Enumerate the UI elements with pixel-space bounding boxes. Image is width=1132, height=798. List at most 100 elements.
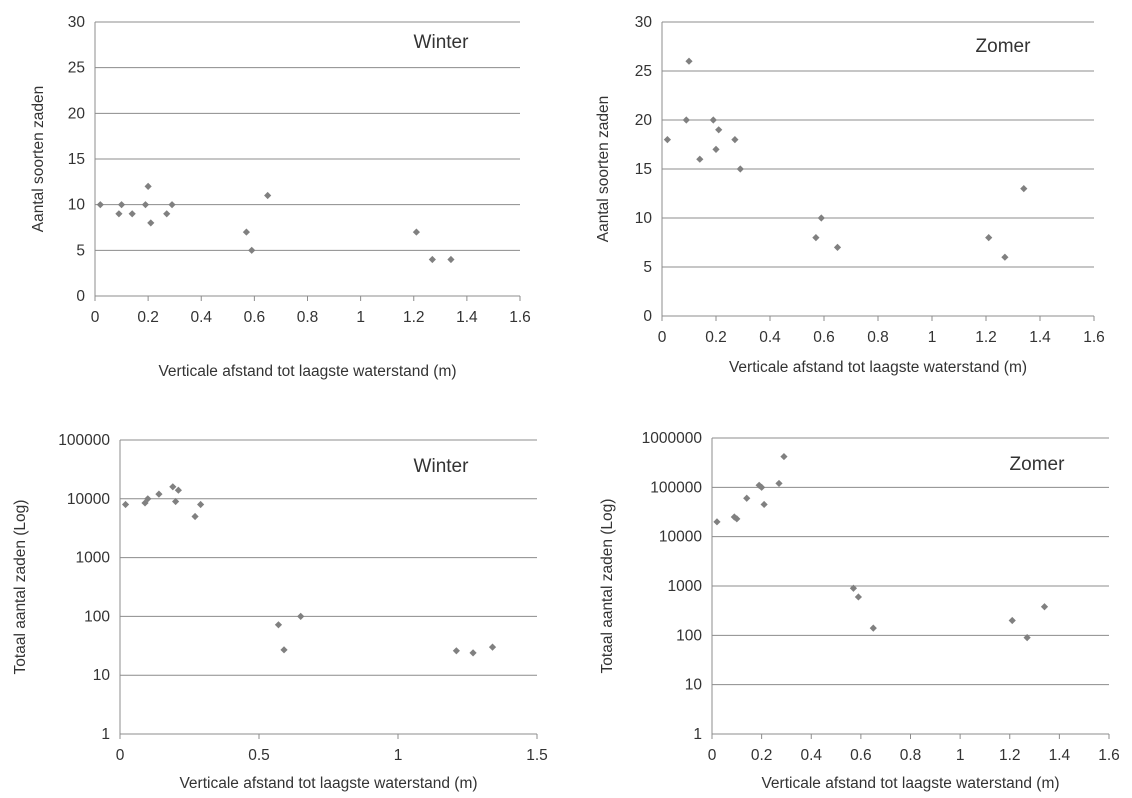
- x-axis-label: Verticale afstand tot laagste waterstand…: [179, 775, 477, 792]
- y-tick-label: 10000: [67, 491, 110, 508]
- x-tick-label: 0: [116, 747, 125, 764]
- chart-panel-1: 0 5 10 15 20 25 30 0 0.2 0.4 0.6 0.8 1 1.2 1.4 1.6 Verti…: [30, 14, 531, 380]
- x-tick-label: 1.4: [456, 309, 478, 326]
- x-tick-label: 0.8: [900, 747, 922, 764]
- panel-title: Zomer: [1010, 454, 1066, 475]
- data-point: [141, 201, 150, 209]
- data-point: [121, 500, 130, 509]
- data-point: [452, 647, 460, 655]
- y-axis-label: Aantal soorten zaden: [30, 86, 47, 233]
- data-point: [985, 234, 993, 242]
- data-point: [155, 490, 163, 498]
- y-tick-label: 1000000: [642, 430, 703, 447]
- chart-panel-3: 1 10 100 1000 10000 100000 0 0.5 1 1.5 Verticale a…: [12, 432, 548, 792]
- data-point: [755, 481, 763, 489]
- data-point: [1008, 616, 1016, 625]
- data-point: [447, 255, 455, 264]
- data-point: [812, 234, 820, 242]
- data-point: [147, 219, 155, 227]
- x-tick-label: 1: [394, 747, 403, 764]
- data-point: [264, 191, 272, 200]
- y-tick-label: 25: [68, 60, 85, 77]
- data-point: [191, 512, 199, 521]
- panel-title: Winter: [414, 32, 470, 53]
- y-tick-label: 25: [635, 63, 652, 80]
- y-tick-label: 100000: [58, 432, 110, 449]
- chart-panel-4: 1 10 100 1000 10000 100000 1000000 0 0.2 0.4 0.6 0.…: [599, 430, 1120, 792]
- x-axis-label: Verticale afstand tot laagste waterstand…: [158, 363, 456, 380]
- x-tick-label: 0.8: [867, 329, 889, 346]
- y-tick-label: 0: [76, 288, 85, 305]
- x-tick-label: 0.6: [850, 747, 872, 764]
- data-point: [96, 201, 104, 209]
- x-tick-label: 0.2: [705, 329, 727, 346]
- data-point: [715, 126, 723, 134]
- y-tick-label: 10: [685, 677, 703, 694]
- x-tick-label: 0: [708, 747, 717, 764]
- x-tick-label: 1.6: [1098, 747, 1120, 764]
- data-point: [280, 646, 288, 654]
- data-point: [696, 155, 704, 163]
- y-tick-label: 100000: [650, 479, 702, 496]
- data-point: [169, 483, 177, 491]
- data-point: [854, 593, 862, 601]
- y-tick-label: 15: [68, 151, 85, 168]
- x-tick-label: 1: [956, 747, 965, 764]
- x-tick-label: 0.2: [751, 747, 773, 764]
- x-tick-label: 1: [928, 329, 937, 346]
- y-tick-label: 0: [643, 308, 652, 325]
- data-point: [736, 165, 744, 173]
- y-tick-label: 10: [68, 197, 86, 214]
- x-tick-label: 0.8: [297, 309, 319, 326]
- x-tick-label: 1: [356, 309, 365, 326]
- data-point: [743, 494, 751, 502]
- data-point: [412, 228, 421, 236]
- data-point: [1020, 185, 1028, 193]
- y-tick-label: 20: [635, 112, 653, 129]
- x-axis-label: Verticale afstand tot laagste waterstand…: [761, 775, 1059, 792]
- y-tick-label: 1: [101, 726, 110, 743]
- data-point: [1040, 603, 1049, 611]
- data-point: [730, 513, 738, 521]
- x-tick-label: 1.4: [1049, 747, 1071, 764]
- data-point: [731, 136, 739, 144]
- data-point: [1001, 253, 1009, 261]
- y-tick-label: 1000: [76, 550, 111, 567]
- x-tick-label: 0.4: [759, 329, 781, 346]
- data-point: [197, 500, 205, 509]
- y-tick-label: 10000: [659, 529, 702, 546]
- data-point: [274, 621, 283, 629]
- panel-title: Zomer: [976, 36, 1032, 57]
- x-tick-label: 1.6: [1083, 329, 1105, 346]
- y-tick-label: 1: [693, 726, 702, 743]
- data-point: [682, 116, 690, 124]
- chart-panel-2: 0 5 10 15 20 25 30 0 0.2 0.4 0.6 0.8 1 1.2 1.4 1.6 Verti…: [595, 14, 1105, 376]
- data-point: [488, 643, 497, 651]
- data-point: [733, 515, 741, 523]
- data-point: [1023, 633, 1031, 642]
- x-tick-label: 0.6: [813, 329, 835, 346]
- data-point: [760, 500, 768, 509]
- data-point: [141, 499, 149, 507]
- data-point: [833, 243, 842, 251]
- data-point: [117, 201, 126, 209]
- data-point: [780, 452, 788, 461]
- data-point: [663, 136, 671, 144]
- y-tick-label: 30: [635, 14, 653, 31]
- data-point: [709, 116, 717, 124]
- y-tick-label: 20: [68, 105, 86, 122]
- y-tick-label: 5: [76, 242, 85, 259]
- x-tick-label: 1.2: [403, 309, 425, 326]
- x-tick-label: 0.2: [137, 309, 159, 326]
- x-axis-label: Verticale afstand tot laagste waterstand…: [729, 359, 1027, 376]
- y-axis-label: Aantal soorten zaden: [595, 96, 612, 243]
- data-point: [775, 479, 783, 488]
- y-tick-label: 100: [676, 627, 702, 644]
- data-point: [128, 210, 136, 218]
- data-point: [144, 495, 152, 503]
- x-tick-label: 1.5: [526, 747, 548, 764]
- y-tick-label: 15: [635, 161, 652, 178]
- x-tick-label: 1.4: [1029, 329, 1051, 346]
- x-tick-label: 0.4: [800, 747, 822, 764]
